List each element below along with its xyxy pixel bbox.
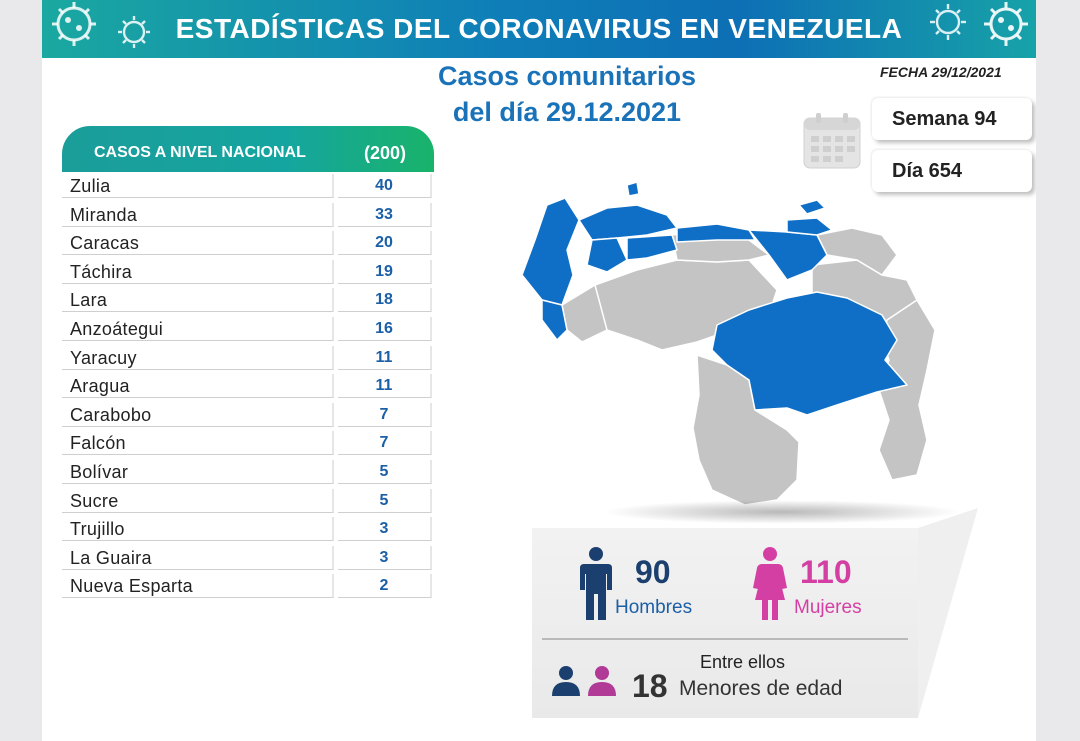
map-region-nueva-esparta [798, 199, 826, 215]
table-row: Táchira 19 [62, 259, 434, 287]
state-cases: 11 [338, 374, 432, 399]
virus-icon [984, 2, 1028, 46]
state-cases: 5 [338, 459, 432, 484]
state-name: Caracas [62, 231, 334, 256]
state-name: Sucre [62, 488, 334, 513]
subtitle: Casos comunitarios del día 29.12.2021 [382, 58, 752, 130]
stats-panel-fold [918, 508, 978, 718]
subtitle-line2: del día 29.12.2021 [452, 97, 682, 127]
state-name: Aragua [62, 374, 334, 399]
state-name: La Guaira [62, 545, 334, 570]
state-cases: 19 [338, 259, 432, 284]
state-name: Nueva Esparta [62, 574, 334, 599]
state-cases: 3 [338, 517, 432, 542]
table-row: Lara 18 [62, 288, 434, 315]
stats-shadow [602, 500, 962, 524]
men-count: 90 [635, 554, 671, 590]
table-header: CASOS A NIVEL NACIONAL (200) [62, 126, 434, 172]
infographic: ESTADÍSTICAS DEL CORONAVIRUS EN VENEZUEL… [42, 0, 1036, 741]
virus-icon [930, 4, 966, 40]
table-row: Miranda 33 [62, 202, 434, 230]
minors-label: Menores de edad [679, 677, 843, 700]
state-name: Zulia [62, 174, 334, 198]
table-row: Anzoátegui 16 [62, 316, 434, 344]
map-region-yaracuy-carabobo [626, 234, 678, 261]
state-name: Falcón [62, 431, 334, 456]
women-label: Mujeres [794, 597, 862, 618]
women-count: 110 [800, 554, 852, 590]
men-label: Hombres [615, 597, 693, 618]
map-region-sucre [786, 217, 833, 236]
subtitle-line1: Casos comunitarios [437, 61, 697, 91]
state-cases: 2 [338, 574, 432, 599]
map-region-lara [586, 237, 628, 273]
state-name: Táchira [62, 259, 334, 284]
state-cases: 5 [338, 488, 432, 513]
map-region-bolivar [711, 291, 908, 416]
table-row: Falcón 7 [62, 431, 434, 458]
table-row: Yaracuy 11 [62, 345, 434, 373]
state-name: Bolívar [62, 459, 334, 484]
header-banner: ESTADÍSTICAS DEL CORONAVIRUS EN VENEZUEL… [42, 0, 1036, 58]
national-total: (200) [364, 143, 407, 163]
state-name: Yaracuy [62, 345, 334, 370]
venezuela-map [521, 181, 936, 506]
woman-icon [753, 547, 787, 620]
day-label: Día 654 [892, 160, 963, 182]
state-cases: 16 [338, 316, 432, 341]
calendar-icon [803, 113, 861, 169]
minors-intro: Entre ellos [700, 652, 786, 672]
state-name: Carabobo [62, 402, 334, 427]
table-row: Zulia 40 [62, 174, 434, 201]
map-region-caracas-miranda [676, 223, 756, 243]
minors-count: 18 [632, 668, 668, 704]
map-region-sucre-gray [816, 227, 898, 276]
stats-divider [542, 638, 908, 640]
week-label: Semana 94 [892, 108, 997, 130]
day-badge: Día 654 [872, 150, 1032, 192]
table-row: Caracas 20 [62, 231, 434, 258]
map-region-zulia [521, 197, 580, 306]
map-region-paraguana [626, 181, 640, 197]
virus-icon [52, 2, 96, 46]
state-cases: 3 [338, 545, 432, 570]
state-cases: 11 [338, 345, 432, 370]
woman-bust-icon [588, 666, 616, 696]
table-row: Trujillo 3 [62, 517, 434, 544]
map-region-tachira [541, 299, 568, 341]
state-cases: 7 [338, 431, 432, 456]
state-cases: 7 [338, 402, 432, 427]
state-name: Trujillo [62, 517, 334, 542]
states-table: Zulia 40 Miranda 33 Caracas 20 Táchira 19 Lara 18… [62, 174, 434, 603]
map-region-falcon [578, 204, 678, 241]
state-cases: 40 [338, 174, 432, 198]
table-header-label: CASOS A NIVEL NACIONAL [94, 144, 306, 161]
state-cases: 33 [338, 202, 432, 227]
report-date: FECHA 29/12/2021 [880, 64, 1002, 80]
week-badge: Semana 94 [872, 98, 1032, 140]
state-name: Miranda [62, 202, 334, 227]
state-name: Anzoátegui [62, 316, 334, 341]
state-name: Lara [62, 288, 334, 313]
table-row: Sucre 5 [62, 488, 434, 516]
state-cases: 18 [338, 288, 432, 313]
state-cases: 20 [338, 231, 432, 256]
table-row: Nueva Esparta 2 [62, 574, 434, 601]
table-row: La Guaira 3 [62, 545, 434, 573]
table-row: Aragua 11 [62, 374, 434, 401]
page-title: ESTADÍSTICAS DEL CORONAVIRUS EN VENEZUEL… [175, 13, 903, 44]
man-bust-icon [552, 666, 580, 696]
table-row: Bolívar 5 [62, 459, 434, 487]
man-icon [580, 547, 612, 620]
table-row: Carabobo 7 [62, 402, 434, 430]
virus-icon [118, 16, 150, 48]
